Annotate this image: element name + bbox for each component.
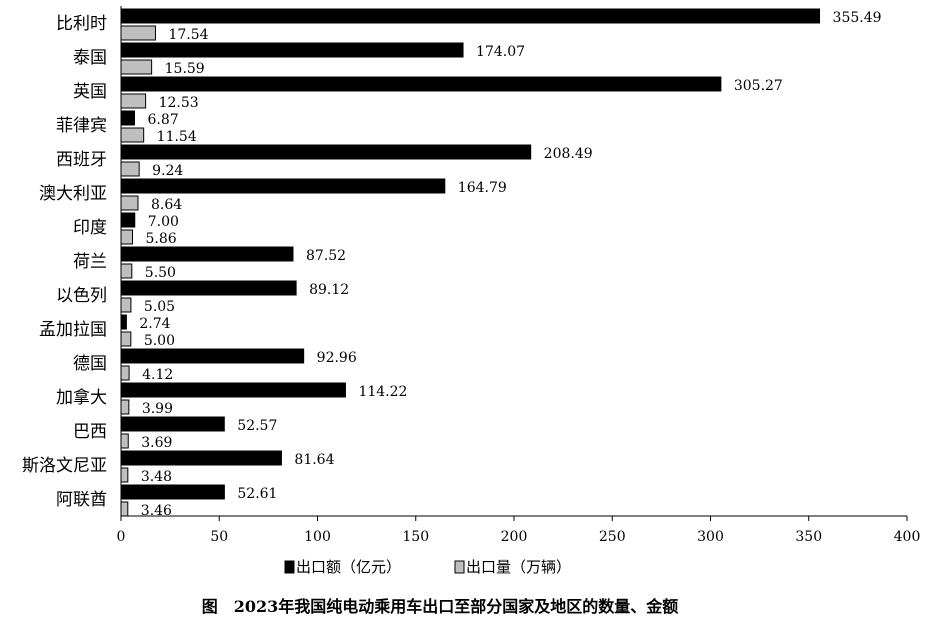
export-value-bar xyxy=(120,484,225,500)
export-volume-label: 5.00 xyxy=(144,333,175,349)
export-value-bar xyxy=(120,144,532,160)
x-tick-label: 350 xyxy=(795,529,822,545)
export-volume-label: 17.54 xyxy=(168,27,208,43)
bars-layer xyxy=(120,8,821,517)
export-value-bar xyxy=(120,416,225,432)
export-value-bar xyxy=(120,348,305,364)
export-volume-label: 3.69 xyxy=(141,435,172,451)
category-label: 荷兰 xyxy=(73,252,107,272)
x-tick-label: 0 xyxy=(117,529,126,545)
export-value-bar xyxy=(120,450,282,466)
export-volume-bar xyxy=(120,93,147,109)
category-label: 加拿大 xyxy=(56,387,107,408)
export-volume-label: 11.54 xyxy=(157,129,197,145)
export-volume-bar xyxy=(120,399,130,415)
export-volume-bar xyxy=(120,433,129,449)
category-label: 菲律宾 xyxy=(56,116,107,136)
x-tick-label: 200 xyxy=(501,529,528,545)
export-value-label: 164.79 xyxy=(458,180,507,196)
export-volume-bar xyxy=(120,501,129,517)
export-value-label: 87.52 xyxy=(306,248,346,264)
category-label: 斯洛文尼亚 xyxy=(22,456,107,476)
category-label: 以色列 xyxy=(56,286,107,306)
x-tick-label: 300 xyxy=(697,529,724,545)
export-value-bar xyxy=(120,314,127,330)
export-value-label: 114.22 xyxy=(358,384,407,400)
export-volume-label: 5.05 xyxy=(144,299,175,315)
export-value-label: 81.64 xyxy=(294,452,334,468)
export-volume-label: 4.12 xyxy=(142,367,173,383)
export-volume-bar xyxy=(120,161,140,177)
export-value-bar xyxy=(120,8,821,24)
export-value-bar xyxy=(120,212,136,228)
export-volume-bar xyxy=(120,297,132,313)
x-tick-label: 50 xyxy=(210,529,228,545)
export-volume-label: 5.50 xyxy=(145,265,176,281)
export-volume-bar xyxy=(120,195,139,211)
export-value-bar xyxy=(120,382,346,398)
export-value-bar xyxy=(120,280,297,296)
legend-swatch xyxy=(454,560,465,574)
export-volume-label: 3.48 xyxy=(141,469,172,485)
export-value-bar xyxy=(120,76,722,92)
category-label: 泰国 xyxy=(73,48,107,68)
category-label: 比利时 xyxy=(56,14,107,34)
export-value-bar xyxy=(120,178,446,194)
category-label: 澳大利亚 xyxy=(39,184,107,204)
labels-layer: 比利时 355.49 17.54 泰国 174.07 15.59 英国 305.27 12.53… xyxy=(22,10,882,519)
axes-layer: 0 50 100 150 200 250 300 350 400 xyxy=(117,6,921,545)
category-label: 西班牙 xyxy=(56,150,107,170)
export-volume-label: 8.64 xyxy=(151,197,182,213)
export-volume-bar xyxy=(120,25,156,41)
export-volume-bar xyxy=(120,331,132,347)
export-volume-bar xyxy=(120,59,153,75)
export-value-label: 92.96 xyxy=(317,350,357,366)
export-value-label: 52.61 xyxy=(237,486,277,502)
export-value-bar xyxy=(120,110,135,126)
export-volume-label: 12.53 xyxy=(159,95,199,111)
category-label: 英国 xyxy=(73,82,107,102)
export-value-label: 355.49 xyxy=(833,10,882,26)
export-volume-bar xyxy=(120,229,134,245)
export-volume-label: 15.59 xyxy=(165,61,205,77)
export-volume-bar xyxy=(120,467,129,483)
export-value-label: 89.12 xyxy=(309,282,349,298)
category-label: 德国 xyxy=(73,354,107,374)
export-volume-label: 9.24 xyxy=(152,163,183,179)
export-value-label: 7.00 xyxy=(148,214,179,230)
x-tick-label: 100 xyxy=(304,529,331,545)
legend-label: 出口量（万辆） xyxy=(466,558,571,576)
chart-title: 图 2023年我国纯电动乘用车出口至部分国家及地区的数量、金额 xyxy=(202,597,679,616)
category-label: 巴西 xyxy=(73,422,107,442)
x-tick-label: 150 xyxy=(402,529,429,545)
export-volume-bar xyxy=(120,127,145,143)
legend-label: 出口额（亿元） xyxy=(296,558,401,576)
export-value-label: 174.07 xyxy=(476,44,525,60)
export-volume-bar xyxy=(120,263,133,279)
x-tick-label: 250 xyxy=(599,529,626,545)
export-volume-label: 3.99 xyxy=(142,401,173,417)
export-volume-label: 5.86 xyxy=(146,231,177,247)
category-label: 孟加拉国 xyxy=(39,320,107,340)
legend: 出口额（亿元） 出口量（万辆） xyxy=(284,558,571,576)
export-value-bar xyxy=(120,246,294,262)
export-value-label: 208.49 xyxy=(544,146,593,162)
export-value-bar xyxy=(120,42,464,58)
legend-swatch xyxy=(284,560,295,574)
export-value-label: 305.27 xyxy=(734,78,783,94)
export-value-label: 6.87 xyxy=(147,112,178,128)
category-label: 阿联酋 xyxy=(56,490,107,510)
export-value-label: 52.57 xyxy=(237,418,277,434)
export-volume-bar xyxy=(120,365,130,381)
export-volume-label: 3.46 xyxy=(141,503,172,519)
category-label: 印度 xyxy=(73,218,107,238)
export-value-label: 2.74 xyxy=(139,316,170,332)
x-tick-label: 400 xyxy=(894,529,921,545)
